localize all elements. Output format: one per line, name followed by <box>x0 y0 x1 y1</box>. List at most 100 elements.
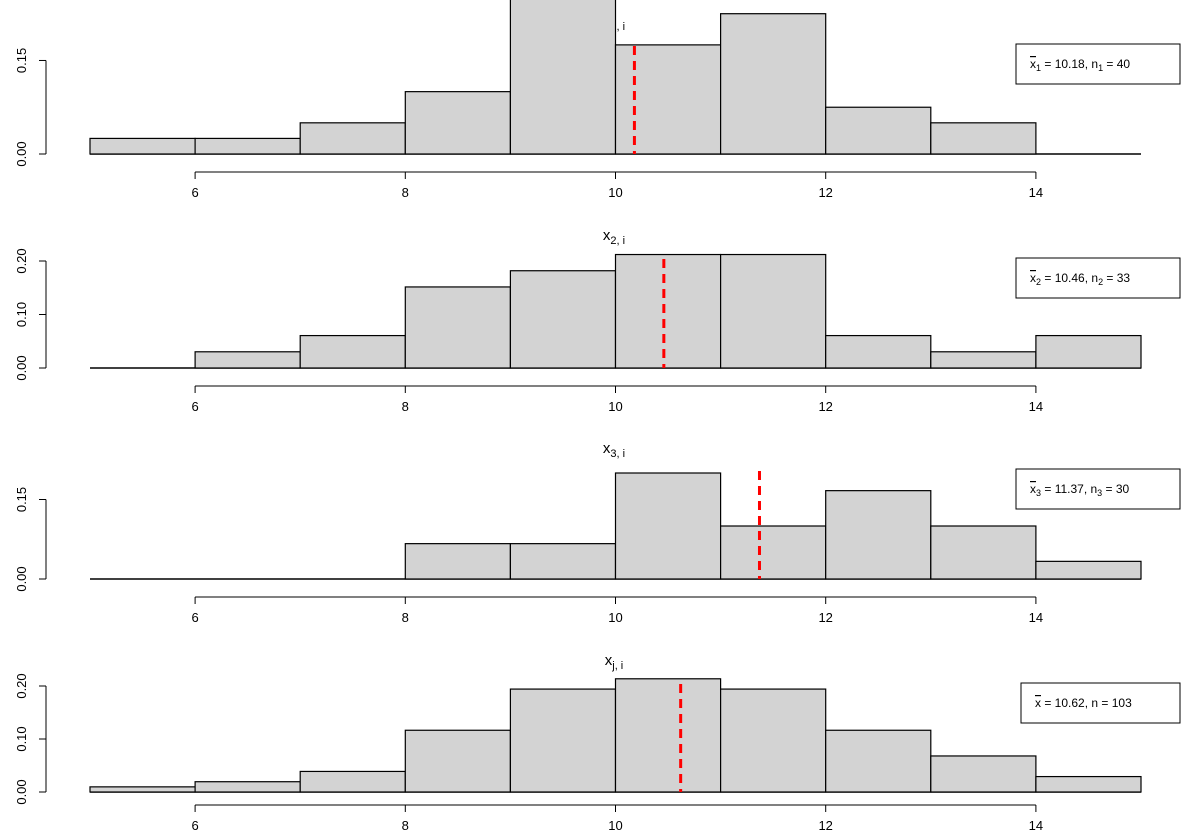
x-tick-label: 12 <box>818 818 832 831</box>
histogram-bar <box>719 525 827 580</box>
x-tick-label: 8 <box>402 399 409 414</box>
histogram-bar <box>299 770 406 793</box>
histogram-bar <box>194 351 301 369</box>
legend: x2 = 10.46, n2 = 33 <box>1015 257 1181 299</box>
legend-mean-symbol: x <box>1035 696 1041 710</box>
panel-title-subscript: 2, i <box>610 235 625 247</box>
x-tick-label: 14 <box>1029 399 1043 414</box>
panel-title: x3, i <box>603 440 625 460</box>
legend-text: = 11.37, n <box>1041 482 1097 496</box>
panel-title-base: x <box>605 652 613 669</box>
legend-subscript: 3 <box>1097 488 1102 498</box>
x-tick-label: 10 <box>608 399 622 414</box>
panel-title-base: x <box>603 227 611 244</box>
histogram-bar <box>614 44 722 155</box>
histogram-bar <box>719 253 827 369</box>
x-tick-label: 12 <box>818 610 832 625</box>
legend-text: = 33 <box>1103 271 1130 285</box>
histogram-bar <box>825 729 932 793</box>
x-tick-label: 10 <box>608 818 622 831</box>
legend-box <box>1015 43 1181 85</box>
histogram-bar <box>509 270 617 369</box>
y-tick-label: 0.00 <box>14 355 29 380</box>
histogram-panel-3: x3, i6 8 10 12 140.000.15 x3 = 11.37, n3 = 30 <box>14 440 1181 625</box>
x-tick-label: 12 <box>818 399 832 414</box>
panel-title-subscript: j, i <box>611 660 623 672</box>
legend-mean-symbol: x <box>1030 271 1036 285</box>
histogram-bar <box>509 688 617 793</box>
legend: x3 = 11.37, n3 = 30 <box>1015 468 1181 510</box>
histogram-bar <box>299 334 406 369</box>
legend-mean-symbol: x <box>1030 482 1036 496</box>
histogram-bar <box>1035 775 1142 793</box>
legend-subscript: 2 <box>1036 277 1041 287</box>
histogram-bar <box>509 0 617 155</box>
x-tick-label: 12 <box>818 185 832 200</box>
y-tick-label: 0.10 <box>14 302 29 327</box>
panel-title-base: x <box>603 440 611 457</box>
histogram-bar <box>404 729 511 793</box>
legend-subscript: 2 <box>1098 277 1103 287</box>
histogram-bar <box>825 106 932 155</box>
x-tick-label: 14 <box>1029 610 1043 625</box>
x-tick-label: 10 <box>608 610 622 625</box>
y-tick-label: 0.10 <box>14 726 29 751</box>
histogram-bar <box>404 543 511 580</box>
histogram-bar <box>404 91 511 155</box>
histogram-bar <box>930 525 1037 580</box>
x-tick-label: 6 <box>191 610 198 625</box>
y-tick-label: 0.00 <box>14 779 29 804</box>
legend-box <box>1015 468 1181 510</box>
legend-label: x1 = 10.18, n1 = 40 <box>1030 57 1130 73</box>
histogram-bar <box>825 490 932 580</box>
histogram-bar <box>825 334 932 369</box>
legend-text: = 10.46, n <box>1041 271 1098 285</box>
histogram-bar <box>930 755 1037 793</box>
legend-mean-symbol: x <box>1030 57 1036 71</box>
legend-text: = 40 <box>1103 57 1130 71</box>
histogram-bar <box>930 122 1037 155</box>
y-tick-label: 0.15 <box>14 48 29 73</box>
legend-text: = 30 <box>1102 482 1129 496</box>
histogram-bar <box>1035 560 1142 580</box>
histogram-bar <box>299 122 406 155</box>
legend-subscript: 1 <box>1036 63 1041 73</box>
y-tick-label: 0.20 <box>14 673 29 698</box>
x-tick-label: 6 <box>191 399 198 414</box>
histogram-bar <box>509 543 617 580</box>
y-tick-label: 0.15 <box>14 487 29 512</box>
legend-box <box>1015 257 1181 299</box>
histogram-bar <box>930 351 1037 369</box>
x-tick-label: 10 <box>608 185 622 200</box>
x-tick-label: 14 <box>1029 185 1043 200</box>
legend-subscript: 3 <box>1036 488 1041 498</box>
x-tick-label: 6 <box>191 818 198 831</box>
y-tick-label: 0.00 <box>14 566 29 591</box>
histogram-panel-4: xj, i6 8 10 12 140.000.100.20x = 10.62, n = … <box>14 652 1181 831</box>
panel-title: xj, i <box>605 652 624 672</box>
legend-text: = 10.62, n = 103 <box>1041 696 1132 710</box>
histogram-bar <box>614 472 722 580</box>
panel-title-subscript: 3, i <box>610 448 625 460</box>
histogram-bar <box>719 13 827 155</box>
x-tick-label: 6 <box>191 185 198 200</box>
histogram-bar <box>719 688 827 793</box>
histogram-bar <box>614 678 722 793</box>
legend-label: x3 = 11.37, n3 = 30 <box>1030 482 1130 498</box>
legend: x1 = 10.18, n1 = 40 <box>1015 43 1181 85</box>
histogram-bar <box>1035 334 1142 369</box>
y-tick-label: 0.00 <box>14 141 29 166</box>
x-tick-label: 14 <box>1029 818 1043 831</box>
histogram-bar <box>194 137 301 155</box>
x-tick-label: 8 <box>402 610 409 625</box>
y-tick-label: 0.20 <box>14 248 29 273</box>
legend-label: x2 = 10.46, n2 = 33 <box>1030 271 1130 287</box>
legend-text: = 10.18, n <box>1041 57 1098 71</box>
panel-title: x2, i <box>603 227 625 247</box>
legend-box <box>1020 682 1181 724</box>
legend-label: x = 10.62, n = 103 <box>1035 696 1132 710</box>
